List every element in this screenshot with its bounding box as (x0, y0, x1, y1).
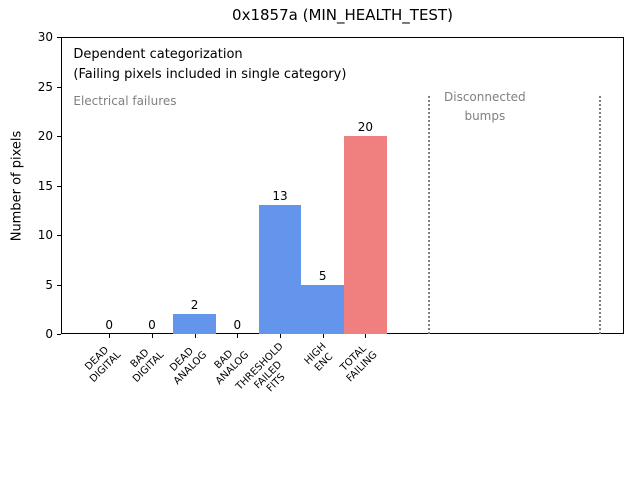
bar (173, 314, 216, 334)
x-tick-mark (365, 334, 367, 338)
bar-value-label: 0 (148, 318, 156, 332)
x-tick-label: DEAD DIGITAL (83, 344, 124, 385)
x-tick-mark (151, 334, 153, 338)
x-tick-label: DEAD ANALOG (167, 345, 209, 387)
bar-value-label: 0 (233, 318, 242, 332)
x-tick-mark (109, 334, 111, 338)
y-tick-label: 0 (45, 327, 53, 341)
divider-dotted-line (599, 96, 602, 334)
y-tick-mark (57, 334, 61, 335)
y-tick-mark (57, 37, 61, 38)
y-tick-label: 15 (37, 178, 53, 193)
x-tick-label: HIGH ENC (302, 341, 335, 374)
bar-value-label: 2 (190, 298, 199, 313)
y-tick-label: 10 (37, 228, 53, 242)
chart-annotation-1: Electrical failures (73, 93, 177, 108)
x-tick-mark (194, 334, 196, 338)
y-tick-mark (57, 285, 61, 286)
chart-title: 0x1857a (MIN_HEALTH_TEST) (232, 6, 453, 24)
bar-value-label: 13 (272, 189, 288, 204)
bar (258, 205, 302, 334)
y-tick-mark (57, 235, 61, 236)
bar-value-label: 20 (357, 120, 373, 134)
x-tick-mark (237, 334, 239, 338)
bar-value-label: 0 (105, 318, 114, 332)
y-tick-label: 25 (37, 79, 53, 94)
x-tick-mark (322, 334, 324, 338)
y-tick-mark (57, 186, 61, 187)
chart-annotation-0: Dependent categorization (Failing pixels… (73, 46, 347, 83)
bar (301, 284, 344, 334)
x-tick-mark (279, 334, 281, 338)
y-tick-label: 30 (37, 30, 53, 44)
bar (343, 136, 387, 334)
y-tick-mark (57, 87, 61, 88)
x-tick-label: TOTAL FAILING (338, 343, 380, 385)
divider-dotted-line (428, 96, 431, 334)
y-tick-label: 5 (45, 277, 53, 292)
bar-value-label: 5 (318, 268, 327, 283)
chart-annotation-2: Disconnected bumps (444, 90, 526, 124)
y-tick-mark (57, 136, 61, 137)
y-tick-label: 20 (37, 129, 53, 143)
x-tick-label: BAD DIGITAL (128, 347, 166, 385)
